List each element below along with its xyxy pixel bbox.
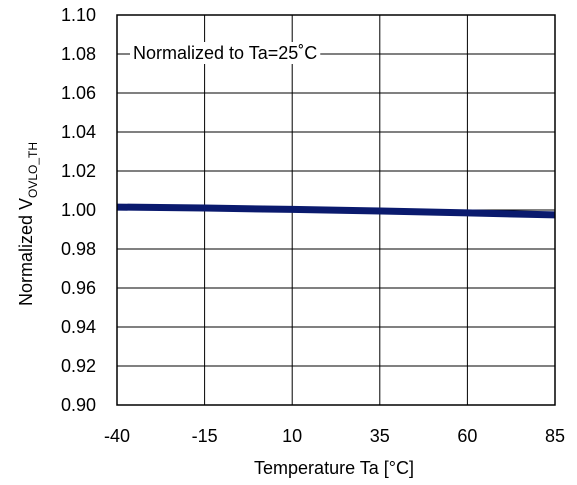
y-tick-label: 0.90: [61, 395, 96, 415]
x-tick-label: 60: [457, 426, 477, 446]
x-tick-label: -15: [192, 426, 218, 446]
y-tick-label: 0.92: [61, 356, 96, 376]
y-tick-label: 1.10: [61, 5, 96, 25]
annotation-background: [130, 42, 321, 64]
annotation-box: Normalized to Ta=25˚C: [130, 42, 321, 64]
y-tick-label: 0.98: [61, 239, 96, 259]
y-tick-label: 0.94: [61, 317, 96, 337]
grid-lines: [117, 15, 555, 405]
x-axis-label: Temperature Ta [°C]: [254, 458, 414, 478]
x-tick-labels: -40 -15 10 35 60 85: [104, 426, 565, 446]
y-tick-label: 1.02: [61, 161, 96, 181]
x-tick-label: 10: [282, 426, 302, 446]
y-tick-label: 1.04: [61, 122, 96, 142]
y-axis-label: Normalized VOVLO_TH: [16, 142, 40, 306]
y-tick-label: 1.08: [61, 44, 96, 64]
y-tick-label: 0.96: [61, 278, 96, 298]
x-tick-label: -40: [104, 426, 130, 446]
y-tick-label: 1.00: [61, 200, 96, 220]
series-group: [116, 203, 556, 219]
series-line: [116, 203, 556, 219]
x-tick-label: 85: [545, 426, 565, 446]
y-tick-labels: 0.90 0.92 0.94 0.96 0.98 1.00 1.02 1.04 1.06 1.08…: [61, 5, 96, 415]
y-axis-label-subscript: OVLO_TH: [26, 142, 40, 198]
y-tick-label: 1.06: [61, 83, 96, 103]
annotation-text: Normalized to Ta=25˚C: [133, 43, 317, 63]
y-axis-label-main: Normalized V: [16, 198, 36, 306]
x-tick-label: 35: [370, 426, 390, 446]
plot-frame: [116, 14, 556, 406]
